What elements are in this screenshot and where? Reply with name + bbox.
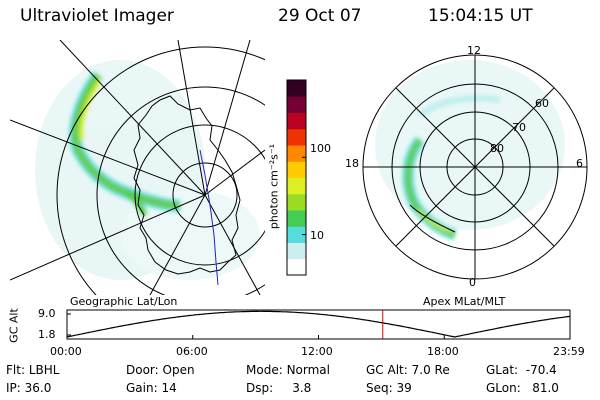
footprint-trace bbox=[199, 149, 219, 286]
colorbar-cell bbox=[287, 193, 306, 211]
colorbar-unit-label: photon cm⁻²s⁻¹ bbox=[267, 143, 281, 230]
mlt-label-0: 0 bbox=[469, 276, 476, 289]
geographic-map-panel bbox=[10, 40, 265, 295]
mlt-label-6: 6 bbox=[576, 157, 583, 170]
info-dsp-value: 3.8 bbox=[292, 381, 312, 395]
info-door-label: Door: bbox=[126, 363, 159, 377]
mlt-label-18: 18 bbox=[345, 157, 359, 170]
info-door-value: Open bbox=[162, 363, 195, 377]
info-dsp-label: Dsp: bbox=[246, 381, 274, 395]
colorbar-outline bbox=[286, 79, 307, 276]
auroral-arc bbox=[69, 71, 181, 217]
colorbar-cell bbox=[287, 210, 306, 227]
altitude-ytick-9: 9.0 bbox=[38, 307, 56, 320]
info-glon-label: GLon: bbox=[486, 381, 521, 395]
colorbar-cell bbox=[287, 112, 306, 130]
info-seq-label: Seq: bbox=[366, 381, 393, 395]
altitude-xtick-3: 18:00 bbox=[427, 345, 459, 358]
colorbar-cell bbox=[287, 161, 306, 178]
left-panel-label: Geographic Lat/Lon bbox=[70, 295, 178, 308]
colorbar-cells bbox=[287, 80, 306, 276]
colorbar-tick-100: 100 bbox=[310, 142, 331, 155]
polar-auroral-arc bbox=[402, 95, 501, 241]
latlon-grid bbox=[10, 40, 265, 295]
info-glat-label: GLat: bbox=[486, 363, 519, 377]
right-panel-label: Apex MLat/MLT bbox=[423, 295, 506, 308]
altitude-plot bbox=[66, 309, 571, 340]
altitude-xtick-marks bbox=[66, 335, 571, 339]
colorbar-cell bbox=[287, 128, 306, 146]
colorbar-ticks bbox=[286, 79, 307, 276]
mlt-label-12: 12 bbox=[467, 44, 481, 57]
time-label: 15:04:15 UT bbox=[428, 6, 533, 26]
info-gcalt-label: GC Alt: bbox=[366, 363, 408, 377]
info-seq-value: 39 bbox=[396, 381, 412, 395]
polar-footprint bbox=[409, 204, 456, 233]
colorbar-cell bbox=[287, 226, 306, 243]
altitude-ytick-1-8: 1.8 bbox=[38, 328, 56, 341]
info-glon-value: 81.0 bbox=[532, 381, 559, 395]
colorbar-cell bbox=[287, 96, 306, 113]
colorbar-cell bbox=[287, 242, 306, 260]
date-label: 29 Oct 07 bbox=[278, 6, 362, 26]
info-ip-label: IP: bbox=[6, 381, 21, 395]
colorbar-cell bbox=[287, 258, 306, 276]
altitude-curve bbox=[66, 310, 571, 338]
colorbar-cell bbox=[287, 145, 306, 162]
info-flt-value: LBHL bbox=[28, 363, 60, 377]
info-mode-label: Mode: bbox=[246, 363, 283, 377]
info-flt-label: Flt: bbox=[6, 363, 25, 377]
altitude-xtick-2: 12:00 bbox=[301, 345, 333, 358]
continent-outline bbox=[133, 95, 241, 275]
info-gcalt-value: 7.0 Re bbox=[411, 363, 450, 377]
mlat-label-70: 70 bbox=[512, 121, 526, 134]
colorbar-tick-10: 10 bbox=[310, 229, 324, 242]
colorbar-cell bbox=[287, 177, 306, 195]
polar-diffuse-emission bbox=[375, 60, 565, 230]
mlat-label-80: 80 bbox=[490, 142, 504, 155]
polar-grid bbox=[362, 54, 588, 280]
colorbar bbox=[286, 79, 307, 280]
altitude-ytick-marks bbox=[67, 313, 71, 336]
info-gain-label: Gain: bbox=[126, 381, 158, 395]
info-gain-value: 14 bbox=[161, 381, 177, 395]
altitude-ylabel: GC Alt bbox=[7, 308, 21, 343]
altitude-xtick-0: 00:00 bbox=[50, 345, 82, 358]
info-ip-value: 36.0 bbox=[24, 381, 52, 395]
info-glat-value: -70.4 bbox=[525, 363, 557, 377]
mlt-polar-panel bbox=[362, 54, 588, 280]
mlat-label-60: 60 bbox=[535, 97, 549, 110]
info-mode-value: Normal bbox=[286, 363, 330, 377]
colorbar-cell bbox=[287, 80, 306, 97]
instrument-title: Ultraviolet Imager bbox=[20, 6, 174, 26]
altitude-xtick-4: 23:59 bbox=[553, 345, 585, 358]
altitude-xtick-1: 06:00 bbox=[176, 345, 208, 358]
